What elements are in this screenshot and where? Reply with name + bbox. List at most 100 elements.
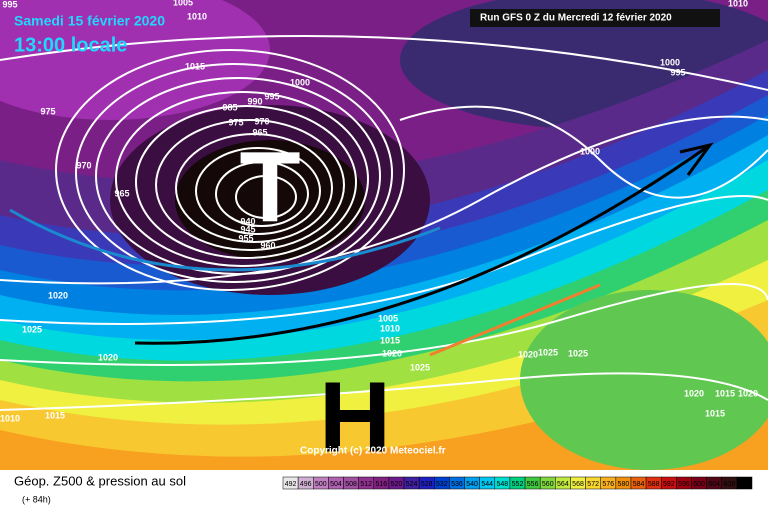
color-tick-label: 536 [451, 481, 463, 488]
color-swatch [736, 476, 753, 490]
color-tick-label: 544 [481, 481, 493, 488]
isobar-label: 1015 [715, 388, 735, 398]
isobar-label: 1020 [684, 388, 704, 398]
field-band [520, 290, 768, 470]
warm-arrow [429, 283, 601, 357]
isobar-label: 1000 [290, 77, 310, 87]
isobar-label: 965 [114, 188, 129, 198]
isobar-label: 1020 [48, 290, 68, 300]
isobar-label: 960 [260, 240, 275, 250]
color-tick-label: 600 [693, 481, 705, 488]
isobar-label: 1015 [45, 410, 65, 420]
isobar [55, 49, 405, 291]
isobar-label: 995 [2, 0, 17, 9]
color-tick-label: 580 [618, 481, 630, 488]
isobar-label: 1000 [660, 57, 680, 67]
run-box [470, 9, 720, 27]
isobars [0, 35, 768, 411]
color-tick-label: 572 [587, 481, 599, 488]
isobar-label: 970 [254, 116, 269, 126]
color-tick-label: 504 [330, 481, 342, 488]
isobar-label: 975 [40, 106, 55, 116]
footer-lead: (+ 84h) [22, 494, 51, 504]
isobar [235, 175, 297, 219]
isobar-label: 1015 [705, 408, 725, 418]
isobar-label: 990 [247, 96, 262, 106]
color-tick-label: 492 [285, 481, 297, 488]
isobar-label: 1025 [538, 347, 558, 357]
color-tick-label: 560 [542, 481, 554, 488]
isobar [0, 35, 768, 91]
geopotential-field [0, 0, 768, 470]
isobar-label: 1005 [378, 313, 398, 323]
color-tick-label: 548 [497, 481, 509, 488]
isobar-label: 1025 [22, 324, 42, 334]
high-symbol: H [319, 361, 391, 473]
color-tick-label: 520 [391, 481, 403, 488]
copyright: Copyright (c) 2020 Meteociel.fr [300, 446, 446, 457]
isobar-label: 940 [240, 216, 255, 226]
isobar-label: 1010 [728, 0, 748, 8]
color-tick-label: 532 [436, 481, 448, 488]
isobar [215, 161, 309, 227]
footer-title: Géop. Z500 & pression au sol [14, 473, 186, 488]
color-tick-label: 588 [648, 481, 660, 488]
color-tick-label: 608 [723, 481, 735, 488]
isobar-label: 1020 [738, 388, 758, 398]
color-tick-label: 604 [708, 481, 720, 488]
isobar-label: 1015 [380, 335, 400, 345]
isobar [399, 105, 768, 199]
color-tick-label: 516 [375, 481, 387, 488]
run-info: Run GFS 0 Z du Mercredi 12 février 2020 [480, 13, 672, 24]
color-tick-label: 612 [739, 481, 751, 488]
cold-arrow [9, 208, 441, 272]
color-tick-label: 576 [602, 481, 614, 488]
isobar-label: 1020 [518, 349, 538, 359]
color-tick-label: 528 [421, 481, 433, 488]
isobar-label: 995 [670, 67, 685, 77]
isobar [0, 283, 768, 366]
isobar-label: 985 [222, 102, 237, 112]
isobar-label: 1010 [187, 11, 207, 21]
forecast-date: Samedi 15 février 2020 [14, 13, 165, 29]
isobar-label: 1020 [98, 352, 118, 362]
isobar-label: 1010 [0, 413, 20, 423]
jet-arrow-head [679, 142, 714, 176]
isobar-label: 1015 [185, 61, 205, 71]
isobar-label: 1020 [382, 348, 402, 358]
isobar [155, 119, 345, 251]
color-tick-label: 568 [572, 481, 584, 488]
color-tick-label: 596 [678, 481, 690, 488]
isobar [0, 115, 768, 285]
isobar-label: 945 [240, 224, 255, 234]
isobar-label: 965 [252, 127, 267, 137]
color-tick-label: 552 [512, 481, 524, 488]
color-tick-label: 508 [345, 481, 357, 488]
isobar-label: 1010 [380, 323, 400, 333]
isobar [135, 105, 357, 259]
isobar-label: 975 [228, 117, 243, 127]
color-tick-label: 500 [315, 481, 327, 488]
isobar [75, 63, 393, 283]
color-tick-label: 556 [527, 481, 539, 488]
isobar [0, 372, 768, 411]
color-scale: 492 496 500 504 508 512 516 520 524 528 532 536 540 5… [282, 476, 753, 490]
color-tick-label: 540 [466, 481, 478, 488]
color-tick-label: 564 [557, 481, 569, 488]
color-tick-label: 524 [406, 481, 418, 488]
isobar-label: 1025 [568, 348, 588, 358]
isobar-label: 970 [76, 160, 91, 170]
color-tick-label: 512 [360, 481, 372, 488]
color-tick-label: 584 [633, 481, 645, 488]
color-tick-label: 496 [300, 481, 312, 488]
isobar-label: 1000 [580, 146, 600, 156]
isobar-label: 1005 [173, 0, 193, 7]
isobar [195, 147, 321, 235]
isobar [175, 133, 333, 243]
forecast-time: 13:00 locale [14, 34, 127, 56]
isobar [115, 91, 369, 267]
isobar-label: 1025 [410, 362, 430, 372]
low-symbol: T [239, 131, 300, 243]
